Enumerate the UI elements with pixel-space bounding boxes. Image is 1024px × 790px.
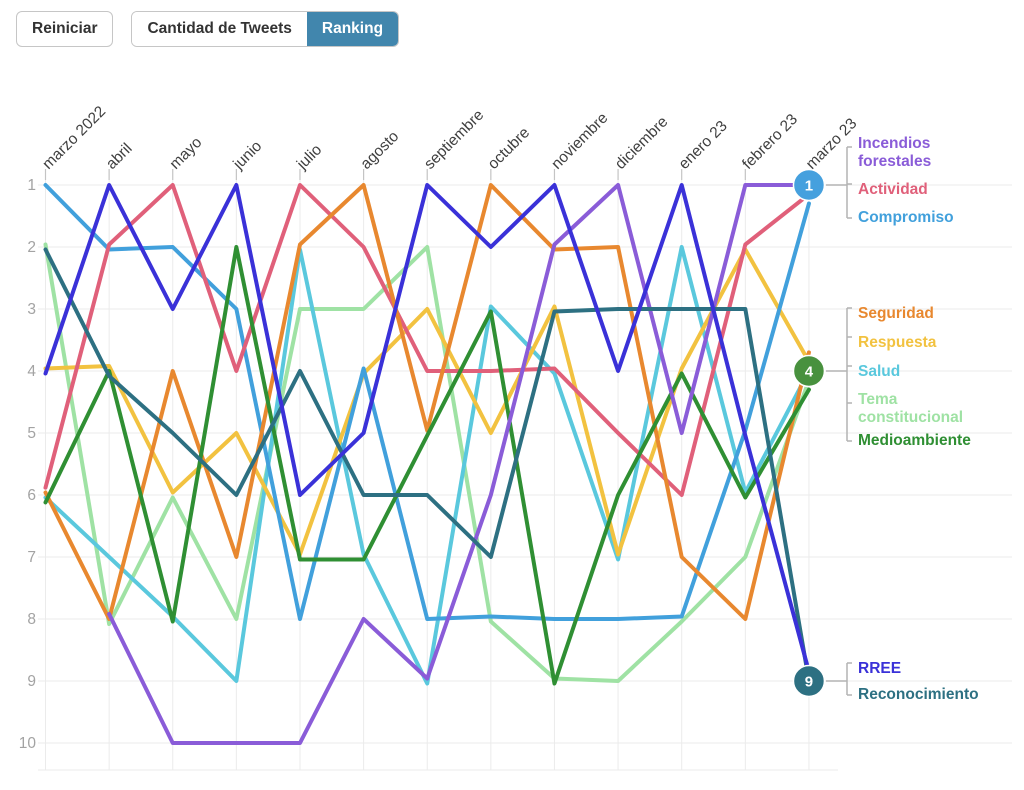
endpoint-group-4: Seguridad Respuesta Salud Tema constituciona… xyxy=(792,305,971,449)
month-label: marzo 23 xyxy=(803,115,861,173)
rank-badge-label: 9 xyxy=(805,674,813,691)
month-label: septiembre xyxy=(421,107,487,173)
series-line-actividad[interactable] xyxy=(43,183,811,497)
rank-label: 6 xyxy=(27,487,36,504)
legend-label-actividad[interactable]: Actividad xyxy=(858,181,928,198)
month-label: diciembre xyxy=(612,113,672,173)
series-line-medioambiente[interactable] xyxy=(43,245,811,686)
rank-label: 7 xyxy=(27,549,36,566)
rank-label: 4 xyxy=(27,363,36,380)
rank-label: 3 xyxy=(27,301,36,318)
reiniciar-button[interactable]: Reiniciar xyxy=(16,11,114,47)
rank-badge-label: 4 xyxy=(805,364,814,381)
series-line-seguridad[interactable] xyxy=(43,183,811,621)
series-line-incendios-forestales[interactable] xyxy=(107,183,811,745)
series-line-reconocimiento[interactable] xyxy=(43,247,811,683)
view-toggle: Cantidad de Tweets Ranking xyxy=(131,11,400,47)
rank-badge-1[interactable] xyxy=(792,168,826,202)
rank-label: 2 xyxy=(27,239,36,256)
month-label: noviembre xyxy=(548,110,611,173)
legend-label-reconocimiento[interactable]: Reconocimiento xyxy=(858,686,979,703)
series-line-compromiso[interactable] xyxy=(43,183,811,621)
endpoint-group-1: Incendios forestales Actividad Compromiso 1 xyxy=(792,135,954,226)
month-label: enero 23 xyxy=(676,118,731,173)
endpoint-group-9: RREE Reconocimiento 9 xyxy=(792,660,979,703)
rank-badge-label: 1 xyxy=(805,178,813,195)
legend-label-incendios-forestales[interactable]: Incendios forestales xyxy=(858,135,931,170)
tab-cantidad-de-tweets[interactable]: Cantidad de Tweets xyxy=(132,12,307,46)
rank-label: 10 xyxy=(19,735,37,752)
legend-label-tema-constitucional[interactable]: Tema constitucional xyxy=(858,391,963,426)
month-label: agosto xyxy=(357,128,402,173)
legend-label-compromiso[interactable]: Compromiso xyxy=(858,209,954,226)
month-label: octubre xyxy=(485,124,534,173)
month-label: abril xyxy=(103,140,136,173)
month-label: marzo 2022 xyxy=(39,103,109,173)
series-line-tema-constitucional[interactable] xyxy=(43,242,811,683)
legend-label-medioambiente[interactable]: Medioambiente xyxy=(858,432,971,449)
legend-label-seguridad[interactable]: Seguridad xyxy=(858,305,934,322)
series-line-rree[interactable] xyxy=(43,183,811,674)
series-line-respuesta[interactable] xyxy=(43,247,811,557)
rank-label: 1 xyxy=(27,177,36,194)
legend-label-rree[interactable]: RREE xyxy=(858,660,901,677)
rank-badge-9[interactable] xyxy=(792,664,826,698)
month-label: mayo xyxy=(167,134,206,173)
month-label: junio xyxy=(229,138,265,174)
rank-badge-4[interactable] xyxy=(792,354,826,388)
legend-label-respuesta[interactable]: Respuesta xyxy=(858,334,937,351)
month-label: julio xyxy=(293,141,325,173)
rank-label: 9 xyxy=(27,673,36,690)
rank-label: 8 xyxy=(27,611,36,628)
month-label: febrero 23 xyxy=(739,111,801,173)
legend-label-salud[interactable]: Salud xyxy=(858,363,900,380)
toolbar: Reiniciar Cantidad de Tweets Ranking xyxy=(16,11,400,47)
series-lines xyxy=(43,183,811,745)
rank-label: 5 xyxy=(27,425,36,442)
tab-ranking[interactable]: Ranking xyxy=(306,12,399,46)
